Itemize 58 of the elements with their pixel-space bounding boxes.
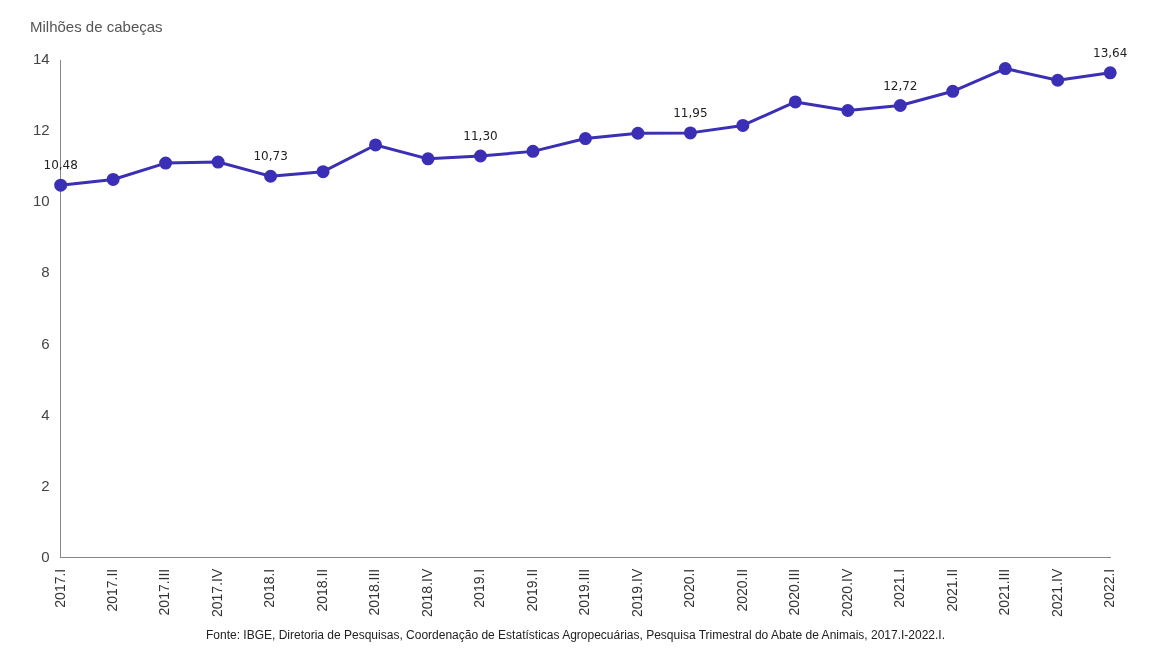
point (893, 99, 907, 113)
x-tick-label: 2019.III (576, 568, 593, 616)
point (526, 144, 540, 158)
x-tick-label: 2017.I (51, 568, 68, 608)
data-label: 10,48 (43, 158, 78, 173)
y-tick-label: 10 (33, 192, 50, 210)
y-tick-label: 4 (41, 405, 50, 423)
x-tick-label: 2019.I (471, 568, 488, 608)
point (264, 169, 278, 183)
point (578, 132, 592, 146)
y-tick-label: 14 (33, 50, 50, 68)
y-tick-label: 8 (41, 263, 50, 281)
x-tick-label: 2020.II (733, 568, 750, 612)
y-tick-label: 0 (41, 547, 50, 565)
x-tick-label: 2019.II (523, 568, 540, 612)
point (946, 84, 960, 98)
data-label: 10,73 (253, 149, 288, 164)
point (683, 126, 697, 140)
x-tick-label: 2021.III (996, 568, 1013, 616)
point (211, 155, 225, 169)
point (841, 103, 855, 117)
x-tick-label: 2018.III (366, 568, 383, 616)
x-tick-label: 2022.I (1101, 568, 1118, 608)
x-tick-label: 2018.I (261, 568, 278, 608)
x-tick-label: 2021.IV (1048, 568, 1065, 617)
x-tick-label: 2020.IV (838, 568, 855, 617)
x-tick-label: 2018.IV (418, 568, 435, 617)
y-tick-label: 12 (33, 121, 50, 139)
data-label: 12,72 (883, 78, 918, 93)
source-note: Fonte: IBGE, Diretoria de Pesquisas, Coordenação de Estatísticas Agropecuárias, Pesquisa Trimestral do Abate de Animais, 2017.I-2022.I. (204, 628, 947, 642)
x-tick-label: 2019.IV (628, 568, 645, 617)
x-tick-label: 2017.IV (208, 568, 225, 617)
point (736, 118, 750, 132)
data-label: 13,64 (1093, 45, 1128, 60)
point (473, 149, 487, 163)
point (106, 172, 120, 186)
point (631, 126, 645, 140)
x-tick-label: 2017.III (156, 568, 173, 616)
point (1051, 73, 1065, 87)
point (159, 156, 173, 170)
x-tick-label: 2021.II (943, 568, 960, 612)
y-axis-title: Milhões de cabeças (30, 18, 163, 35)
point (788, 95, 802, 109)
point (369, 138, 383, 152)
point (421, 152, 435, 166)
point (54, 178, 68, 192)
y-tick-label: 6 (41, 334, 50, 352)
x-tick-label: 2017.II (104, 568, 121, 612)
y-tick-label: 2 (41, 476, 50, 494)
data-label: 11,95 (673, 105, 708, 120)
x-tick-label: 2020.III (786, 568, 803, 616)
point (998, 62, 1012, 76)
point (1103, 66, 1117, 80)
data-label: 11,30 (463, 128, 498, 143)
x-tick-label: 2018.II (313, 568, 330, 612)
x-tick-label: 2021.I (891, 568, 908, 608)
x-tick-label: 2020.I (681, 568, 698, 608)
point (316, 165, 330, 179)
